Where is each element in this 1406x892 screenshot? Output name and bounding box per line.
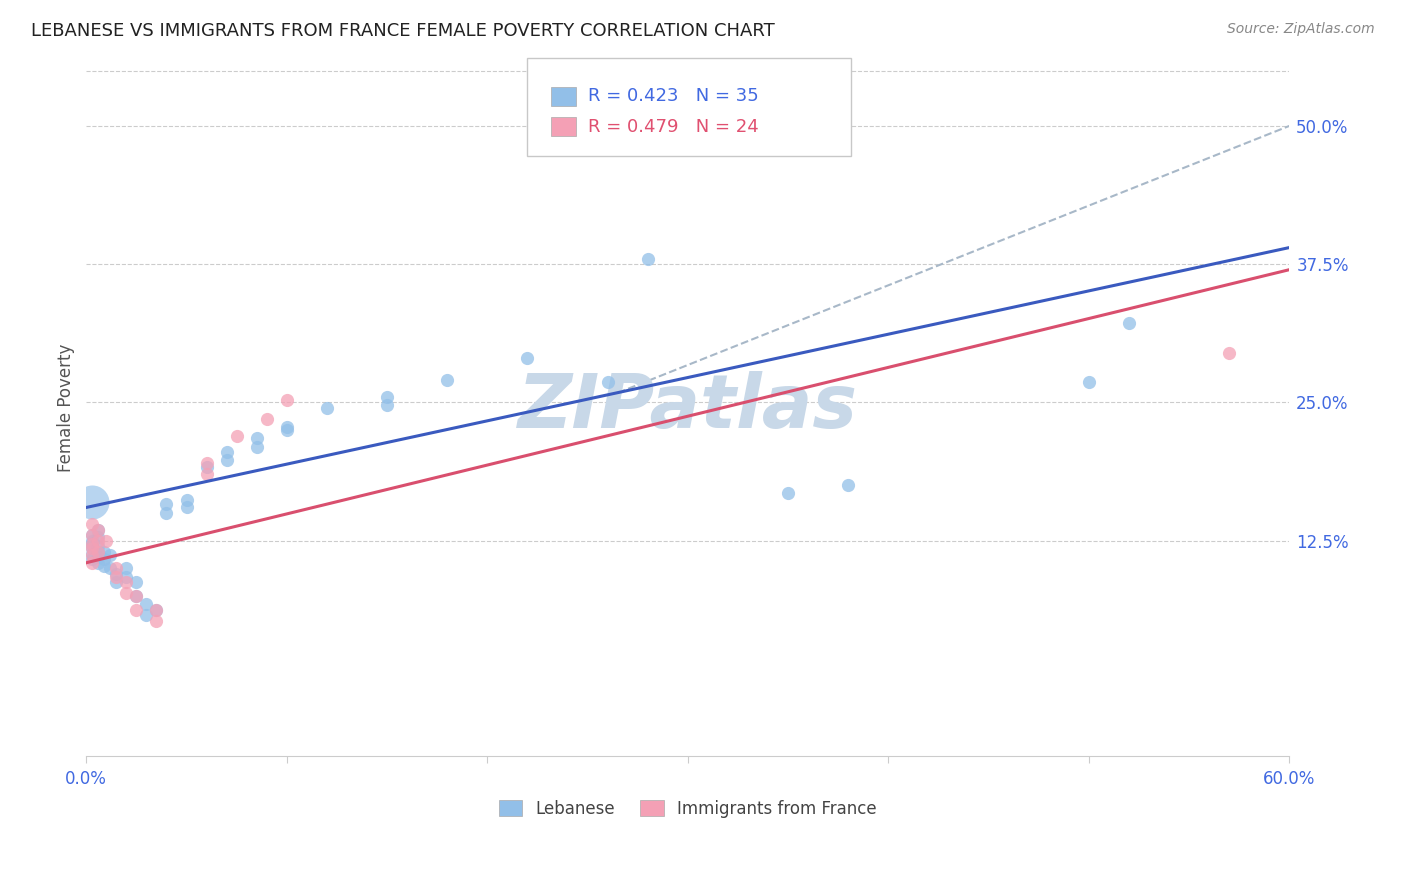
Point — [98, 561, 121, 575]
Point — [176, 492, 198, 507]
Text: ZIPatlas: ZIPatlas — [517, 371, 858, 444]
Point — [276, 423, 298, 437]
Point — [215, 445, 238, 459]
Point — [125, 589, 148, 603]
Point — [375, 390, 398, 404]
Text: R = 0.423   N = 35: R = 0.423 N = 35 — [588, 87, 758, 105]
Point — [105, 561, 128, 575]
Point — [87, 550, 110, 565]
Point — [87, 530, 110, 544]
Point — [145, 603, 167, 617]
Point — [82, 556, 104, 570]
Point — [82, 495, 104, 509]
Text: R = 0.479   N = 24: R = 0.479 N = 24 — [588, 118, 758, 136]
Point — [837, 478, 859, 492]
Text: Source: ZipAtlas.com: Source: ZipAtlas.com — [1227, 22, 1375, 37]
Point — [155, 497, 177, 511]
Point — [516, 351, 538, 366]
Point — [176, 500, 198, 515]
Point — [276, 393, 298, 408]
Legend: Lebanese, Immigrants from France: Lebanese, Immigrants from France — [492, 793, 883, 824]
Point — [82, 552, 104, 566]
Point — [1118, 316, 1140, 330]
Point — [145, 603, 167, 617]
Point — [93, 552, 115, 566]
Point — [82, 516, 104, 531]
Point — [596, 376, 619, 390]
Point — [125, 603, 148, 617]
Point — [246, 440, 269, 454]
Point — [87, 556, 110, 570]
Point — [276, 419, 298, 434]
Point — [246, 431, 269, 445]
Point — [82, 547, 104, 561]
Point — [145, 615, 167, 629]
Point — [375, 398, 398, 412]
Point — [93, 544, 115, 558]
Point — [256, 412, 278, 426]
Point — [315, 401, 337, 415]
Point — [195, 467, 218, 482]
Point — [82, 537, 104, 551]
Point — [436, 373, 458, 387]
Point — [82, 528, 104, 542]
Point — [135, 597, 157, 611]
Point — [93, 559, 115, 574]
Point — [135, 607, 157, 622]
Text: LEBANESE VS IMMIGRANTS FROM FRANCE FEMALE POVERTY CORRELATION CHART: LEBANESE VS IMMIGRANTS FROM FRANCE FEMAL… — [31, 22, 775, 40]
Point — [82, 541, 104, 556]
Point — [96, 533, 118, 548]
Point — [82, 548, 104, 562]
Point — [125, 574, 148, 589]
Point — [776, 486, 799, 500]
Point — [225, 428, 247, 442]
Point — [82, 528, 104, 542]
Point — [115, 574, 138, 589]
Point — [105, 570, 128, 584]
Point — [82, 541, 104, 556]
Point — [125, 589, 148, 603]
Point — [115, 561, 138, 575]
Point — [195, 456, 218, 470]
Point — [87, 523, 110, 537]
Point — [105, 574, 128, 589]
Point — [82, 537, 104, 551]
Point — [1077, 376, 1099, 390]
Point — [115, 570, 138, 584]
Y-axis label: Female Poverty: Female Poverty — [58, 343, 75, 472]
Point — [1218, 345, 1240, 359]
Point — [105, 566, 128, 581]
Point — [87, 539, 110, 553]
Point — [87, 523, 110, 537]
Point — [87, 544, 110, 558]
Point — [215, 453, 238, 467]
Point — [115, 585, 138, 599]
Point — [195, 459, 218, 474]
Point — [98, 548, 121, 562]
Point — [637, 252, 659, 266]
Point — [87, 544, 110, 558]
Point — [87, 533, 110, 548]
Point — [82, 533, 104, 548]
Point — [155, 506, 177, 520]
